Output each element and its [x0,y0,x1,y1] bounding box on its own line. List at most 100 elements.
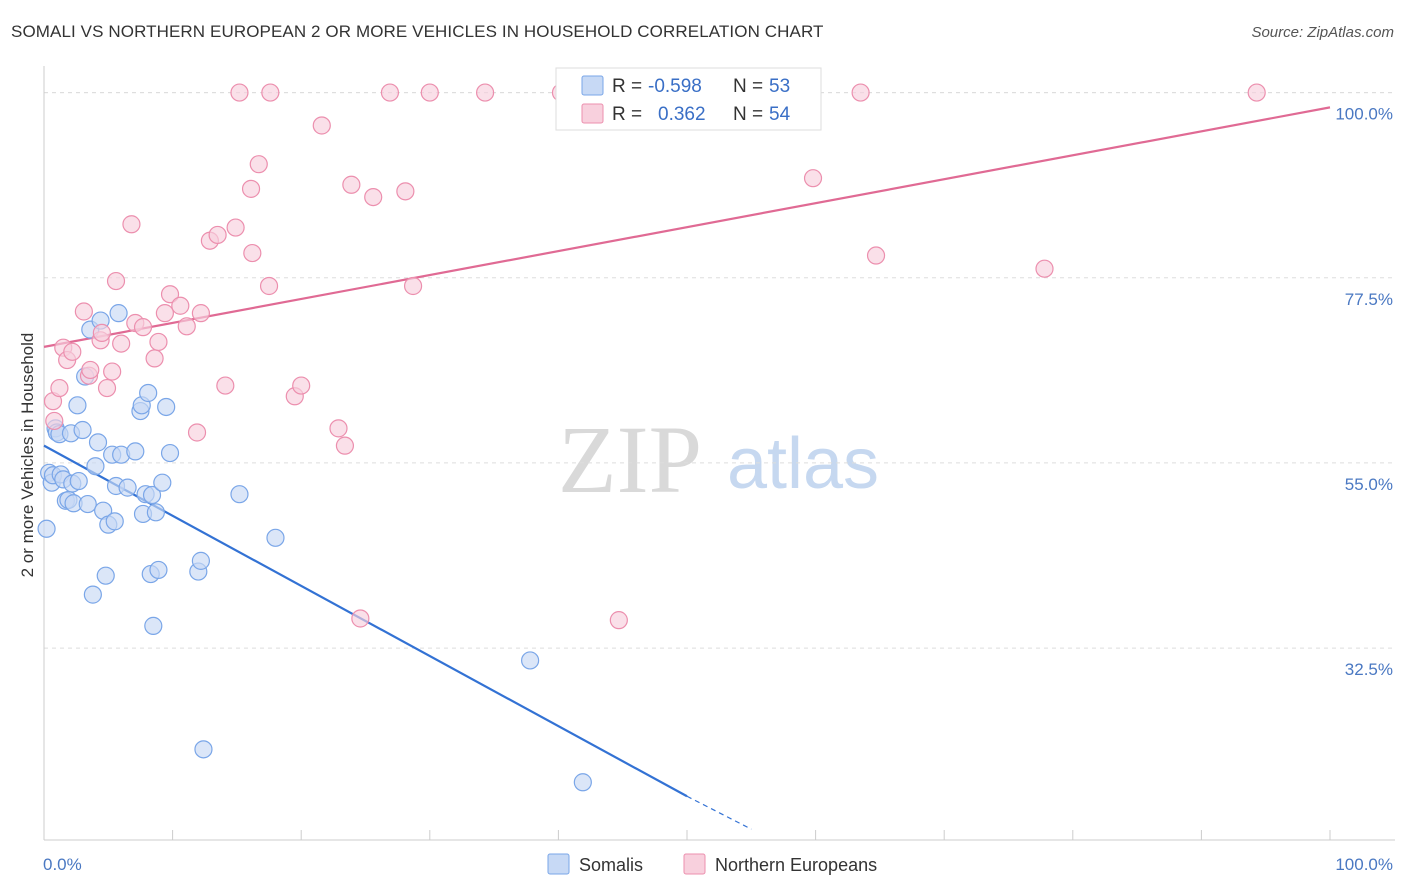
chart-title: SOMALI VS NORTHERN EUROPEAN 2 OR MORE VE… [11,22,824,41]
gridlines [44,92,1395,649]
point-somalis-32 [118,478,137,497]
point-northern-europeans-20 [155,304,174,323]
series-legend: Somalis Northern Europeans [547,853,877,875]
bottom-legend-swatch-northern-europeans [683,853,706,875]
watermark-zip: ZIP [558,406,702,513]
point-northern-europeans-43 [364,187,383,207]
source-label: Source: ZipAtlas.com [1251,24,1394,41]
point-somalis-0 [37,519,56,538]
point-northern-europeans-37 [292,376,311,395]
point-somalis-22 [88,433,108,452]
point-somalis-43 [149,560,168,580]
point-northern-europeans-2 [50,378,69,398]
axes [43,66,1395,841]
point-northern-europeans-53 [866,246,886,265]
point-northern-europeans-17 [133,318,153,337]
point-somalis-49 [194,740,213,759]
point-northern-europeans-50 [609,611,628,630]
point-somalis-50 [230,485,249,504]
point-northern-europeans-23 [177,317,196,336]
point-somalis-25 [96,566,115,585]
point-somalis-41 [144,616,163,635]
trend-line-extension-somalis [686,795,752,830]
point-northern-europeans-33 [249,155,268,174]
point-somalis-18 [78,494,97,514]
x-tick-label-0: 0.0% [43,855,82,874]
legend-r-northern-europeans: 0.362 [658,104,706,125]
point-somalis-42 [146,503,165,522]
bottom-legend-swatch-somalis [547,853,570,875]
point-northern-europeans-14 [112,334,131,353]
legend-r-label-somalis: R = [612,76,642,97]
point-northern-europeans-1 [45,411,64,431]
point-somalis-48 [191,551,210,570]
point-northern-europeans-48 [475,83,495,102]
legend-r-label-northern-europeans: R = [612,104,642,125]
point-northern-europeans-55 [1247,83,1266,102]
point-northern-europeans-30 [230,83,249,102]
point-northern-europeans-8 [81,360,100,380]
point-northern-europeans-11 [97,378,117,398]
point-somalis-33 [126,442,145,461]
legend-r-somalis: -0.598 [648,76,702,97]
point-northern-europeans-31 [241,179,261,198]
legend-n-somalis: 53 [769,76,790,97]
point-northern-europeans-54 [1035,259,1054,278]
point-northern-europeans-52 [851,83,870,102]
point-northern-europeans-34 [259,276,279,296]
point-somalis-14 [68,396,87,415]
point-somalis-40 [142,485,162,505]
point-northern-europeans-42 [351,609,370,628]
point-northern-europeans-47 [420,83,439,102]
bottom-legend-label-northern-europeans: Northern Europeans [715,855,877,875]
point-northern-europeans-27 [208,225,227,245]
point-northern-europeans-45 [396,182,415,201]
point-somalis-46 [160,443,180,463]
point-somalis-38 [139,383,158,403]
y-tick-label-0: 100.0% [1335,105,1393,124]
point-somalis-20 [83,585,102,604]
point-northern-europeans-28 [216,376,235,395]
point-somalis-21 [86,457,105,476]
legend-swatch-somalis [581,75,604,96]
point-northern-europeans-12 [103,362,122,381]
point-northern-europeans-40 [335,436,355,455]
point-somalis-15 [69,471,88,491]
point-somalis-30 [109,304,128,323]
y-tick-label-3: 32.5% [1345,660,1393,679]
point-northern-europeans-13 [106,271,126,291]
point-somalis-28 [105,512,124,531]
stats-legend: R = -0.598 N = 53 R = 0.362 N = 54 [555,67,822,131]
point-northern-europeans-41 [342,175,361,194]
legend-n-label-somalis: N = [733,76,763,97]
point-northern-europeans-19 [149,332,168,352]
point-northern-europeans-21 [160,285,180,304]
legend-swatch-northern-europeans [581,103,604,124]
data-points [37,83,1266,792]
point-somalis-45 [157,397,176,417]
point-northern-europeans-25 [191,304,210,323]
trend-line-northern-europeans [43,106,1331,348]
point-northern-europeans-6 [74,302,93,321]
legend-n-label-northern-europeans: N = [733,104,763,125]
point-somalis-44 [153,473,172,492]
point-northern-europeans-24 [187,423,207,442]
point-northern-europeans-38 [312,116,331,135]
point-northern-europeans-10 [92,323,111,342]
x-tick-label-1: 100.0% [1335,855,1393,874]
point-somalis-16 [73,420,92,440]
watermark: ZIP atlas [558,406,879,513]
point-northern-europeans-5 [63,342,82,361]
point-northern-europeans-18 [145,349,164,368]
point-northern-europeans-32 [243,243,262,263]
point-northern-europeans-29 [226,218,245,237]
point-northern-europeans-39 [329,419,348,438]
y-tick-label-1: 77.5% [1345,290,1393,309]
point-northern-europeans-35 [261,83,280,102]
point-northern-europeans-44 [380,83,400,102]
tick-labels: 100.0% 77.5% 55.0% 32.5% 0.0% 100.0% [43,105,1393,874]
watermark-atlas: atlas [727,424,879,504]
point-northern-europeans-15 [122,215,141,234]
point-somalis-52 [521,651,540,670]
point-northern-europeans-51 [803,169,823,188]
